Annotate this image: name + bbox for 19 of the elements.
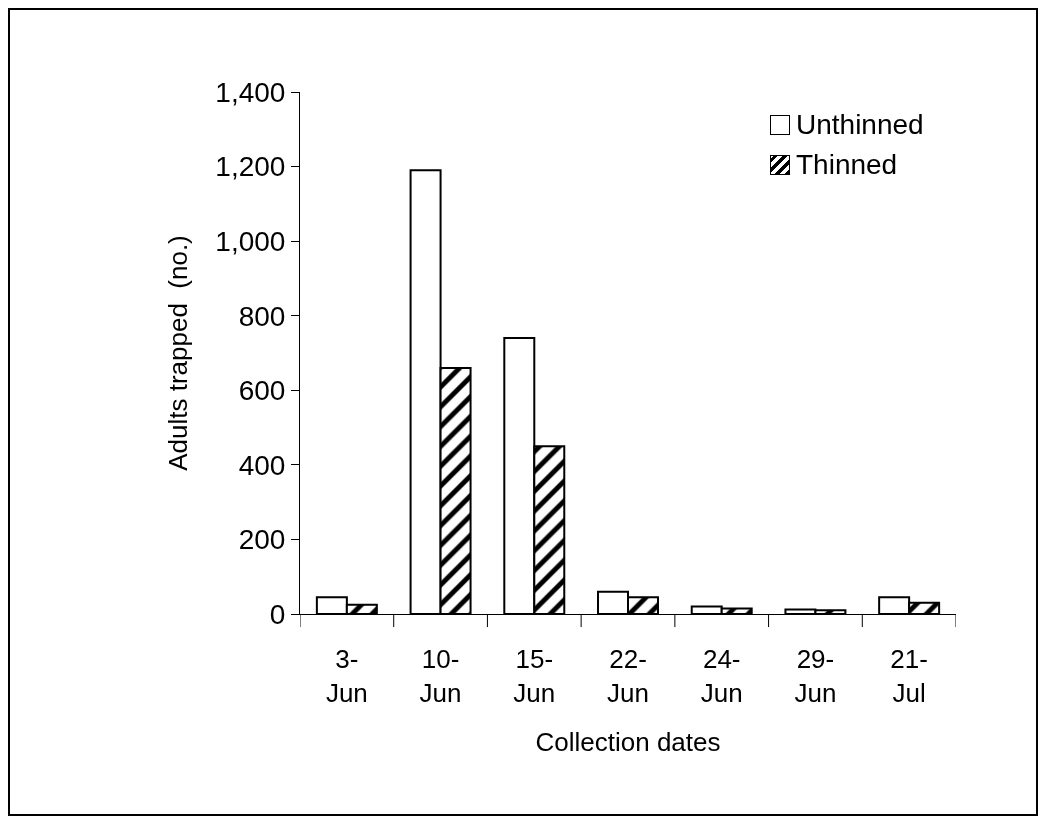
x-tick-label: 22-Jun	[607, 644, 649, 708]
x-tick-label: 15-Jun	[513, 644, 556, 708]
y-tick-label: 1,200	[215, 151, 286, 183]
x-tick-label: 29-Jun	[794, 644, 837, 708]
legend-label: Thinned	[796, 148, 898, 182]
y-tick-label: 800	[238, 300, 286, 332]
x-tick-label: 24-Jun	[700, 644, 743, 708]
y-tick-label: 200	[238, 524, 286, 556]
x-axis-title: Collection dates	[535, 726, 721, 757]
y-tick-label: 0	[269, 598, 286, 630]
legend-label: Unthinned	[796, 108, 924, 142]
x-tick-label: 21-Jul	[890, 644, 928, 708]
y-tick-label: 600	[238, 375, 286, 407]
y-tick-label: 400	[238, 449, 286, 481]
x-tick-label: 3-Jun	[325, 644, 368, 708]
y-axis-title: Adults trapped (no.)	[162, 235, 193, 471]
x-tick-label: 10-Jun	[419, 644, 462, 708]
y-tick-label: 1,400	[215, 76, 286, 108]
y-tick-label: 1,000	[215, 225, 286, 257]
